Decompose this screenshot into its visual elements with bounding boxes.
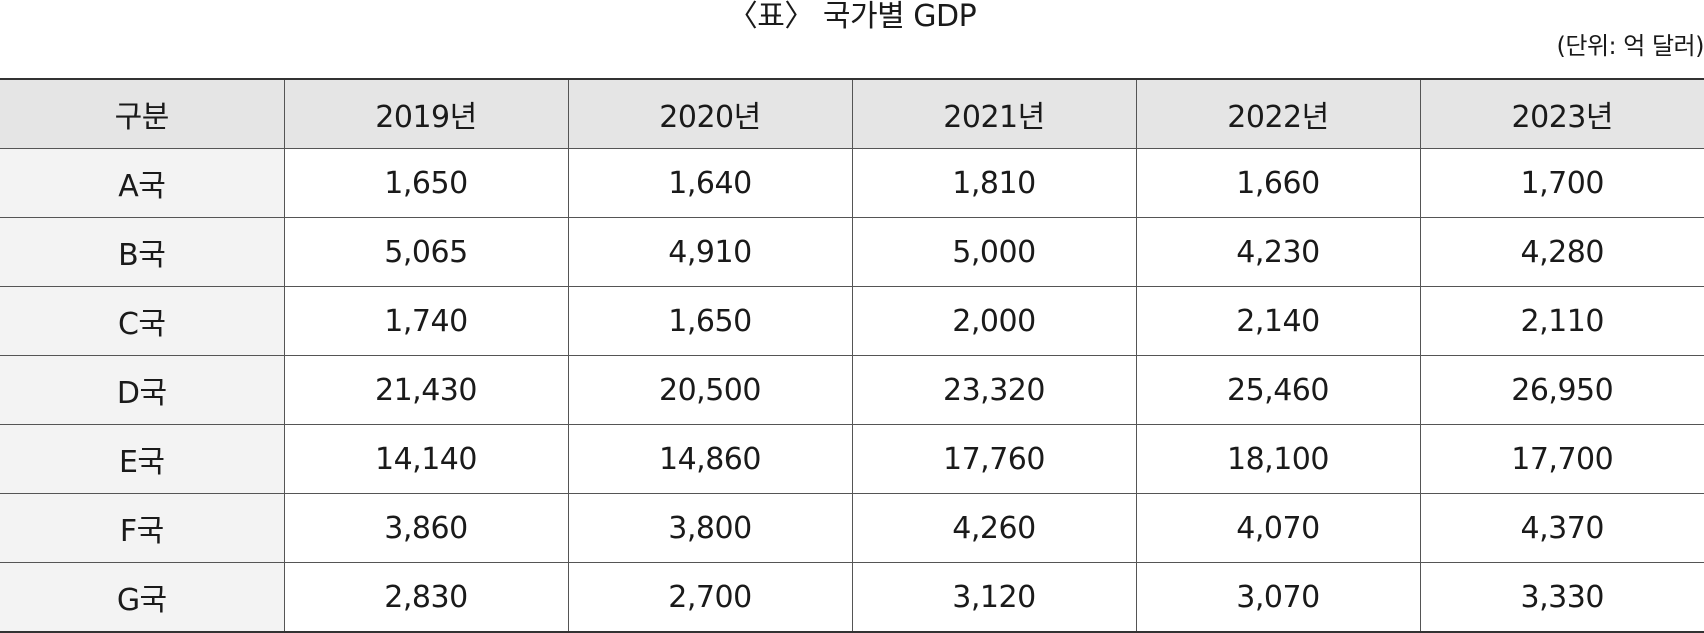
row-label: A국	[0, 148, 285, 218]
table-cell: 2,700	[567, 562, 853, 633]
header-cell-2022: 2022년	[1135, 78, 1421, 149]
header-cell-2020: 2020년	[567, 78, 853, 149]
table-cell: 4,070	[1135, 493, 1421, 563]
table-cell: 14,140	[283, 424, 569, 494]
table-cell: 4,370	[1419, 493, 1704, 563]
table-cell: 20,500	[567, 355, 853, 425]
table-cell: 4,910	[567, 217, 853, 287]
table-cell: 4,230	[1135, 217, 1421, 287]
table-row: G국 2,830 2,700 3,120 3,070 3,330	[0, 562, 1704, 633]
table-cell: 2,000	[851, 286, 1137, 356]
table-cell: 18,100	[1135, 424, 1421, 494]
table-cell: 5,065	[283, 217, 569, 287]
table-cell: 3,330	[1419, 562, 1704, 633]
table-row: A국 1,650 1,640 1,810 1,660 1,700	[0, 148, 1704, 218]
header-cell-2021: 2021년	[851, 78, 1137, 149]
table-cell: 1,810	[851, 148, 1137, 218]
gdp-table: 구분 2019년 2020년 2021년 2022년 2023년 A국 1,65…	[0, 78, 1704, 633]
row-label: B국	[0, 217, 285, 287]
table-cell: 1,640	[567, 148, 853, 218]
table-cell: 3,800	[567, 493, 853, 563]
table-cell: 1,660	[1135, 148, 1421, 218]
row-label: E국	[0, 424, 285, 494]
table-cell: 17,760	[851, 424, 1137, 494]
table-cell: 1,650	[567, 286, 853, 356]
table-cell: 17,700	[1419, 424, 1704, 494]
table-cell: 2,110	[1419, 286, 1704, 356]
table-cell: 23,320	[851, 355, 1137, 425]
header-cell-2019: 2019년	[283, 78, 569, 149]
table-row: E국 14,140 14,860 17,760 18,100 17,700	[0, 424, 1704, 494]
table-cell: 2,830	[283, 562, 569, 633]
table-cell: 3,120	[851, 562, 1137, 633]
unit-note: (단위: 억 달러)	[1556, 32, 1704, 60]
table-cell: 2,140	[1135, 286, 1421, 356]
row-label: F국	[0, 493, 285, 563]
table-row: B국 5,065 4,910 5,000 4,230 4,280	[0, 217, 1704, 287]
header-cell-category: 구분	[0, 78, 285, 149]
table-cell: 14,860	[567, 424, 853, 494]
table-cell: 4,280	[1419, 217, 1704, 287]
row-label: G국	[0, 562, 285, 633]
table-cell: 21,430	[283, 355, 569, 425]
table-row: D국 21,430 20,500 23,320 25,460 26,950	[0, 355, 1704, 425]
table-row: C국 1,740 1,650 2,000 2,140 2,110	[0, 286, 1704, 356]
table-cell: 25,460	[1135, 355, 1421, 425]
table-title: 〈표〉 국가별 GDP	[727, 0, 977, 34]
header-row: 구분 2019년 2020년 2021년 2022년 2023년	[0, 78, 1704, 149]
table-row: F국 3,860 3,800 4,260 4,070 4,370	[0, 493, 1704, 563]
row-label: D국	[0, 355, 285, 425]
table-cell: 4,260	[851, 493, 1137, 563]
table-cell: 5,000	[851, 217, 1137, 287]
table-cell: 26,950	[1419, 355, 1704, 425]
table-cell: 3,070	[1135, 562, 1421, 633]
table-cell: 3,860	[283, 493, 569, 563]
table-cell: 1,700	[1419, 148, 1704, 218]
table-cell: 1,650	[283, 148, 569, 218]
table-cell: 1,740	[283, 286, 569, 356]
row-label: C국	[0, 286, 285, 356]
header-cell-2023: 2023년	[1419, 78, 1704, 149]
